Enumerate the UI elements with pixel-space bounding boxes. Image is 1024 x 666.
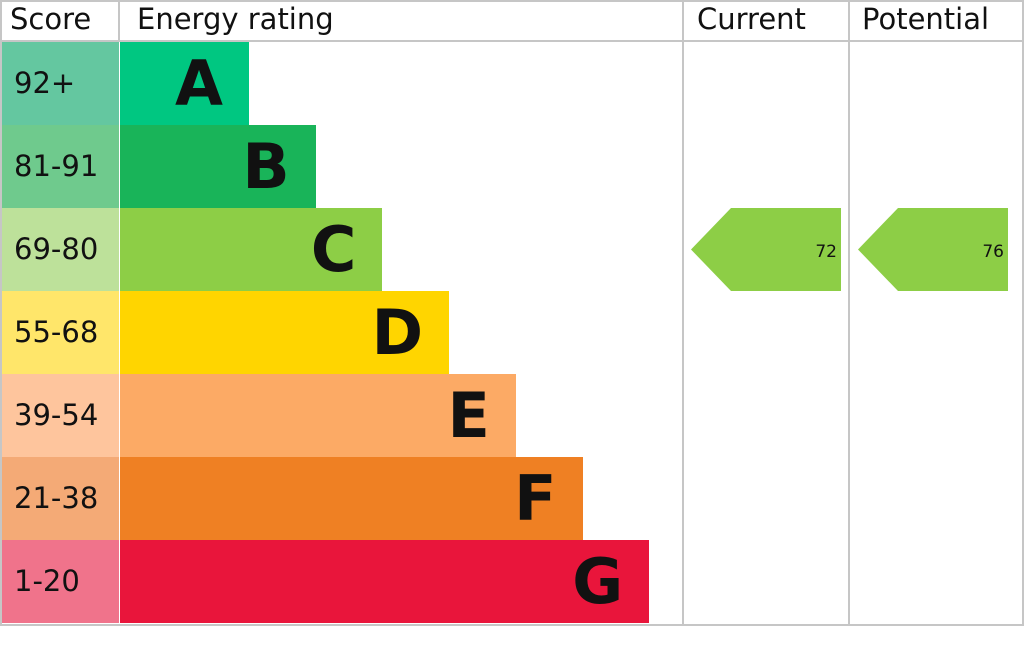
rating-bar-c: C [120, 208, 383, 291]
rating-bar-b: B [120, 125, 316, 208]
grid-line-top [0, 0, 1024, 2]
header-energy-rating: Energy rating [137, 2, 334, 36]
grid-line-bottom [0, 624, 1024, 626]
header-current: Current [697, 2, 806, 36]
rating-bar-a: A [120, 42, 249, 125]
potential-rating-value: 76 [982, 242, 1004, 262]
grid-line-left [0, 0, 2, 626]
current-rating-arrow: 72 [691, 208, 841, 291]
grid-line-header [0, 40, 1024, 42]
score-range-b: 81-91 [0, 125, 119, 208]
score-range-d: 55-68 [0, 291, 119, 374]
potential-rating-arrow: 76 [858, 208, 1008, 291]
rating-bar-f: F [120, 457, 583, 540]
grid-line-current [682, 0, 684, 626]
header-potential: Potential [862, 2, 990, 36]
current-rating-value: 72 [815, 242, 837, 262]
header-score: Score [10, 2, 92, 36]
rating-bar-e: E [120, 374, 516, 457]
rating-letter: D [371, 296, 424, 369]
rating-letter: F [514, 462, 557, 535]
grid-line-right [1022, 0, 1024, 626]
score-range-e: 39-54 [0, 374, 119, 457]
rating-letter: E [447, 379, 490, 452]
rating-letter: G [572, 545, 624, 618]
score-range-f: 21-38 [0, 457, 119, 540]
score-range-c: 69-80 [0, 208, 119, 291]
score-range-g: 1-20 [0, 540, 119, 623]
rating-bar-d: D [120, 291, 450, 374]
grid-line-potential [848, 0, 850, 626]
rating-letter: C [310, 213, 357, 286]
grid-line-score [118, 0, 120, 41]
score-range-a: 92+ [0, 42, 119, 125]
rating-bar-g: G [120, 540, 650, 623]
rating-letter: A [175, 47, 223, 120]
rating-letter: B [242, 130, 290, 203]
